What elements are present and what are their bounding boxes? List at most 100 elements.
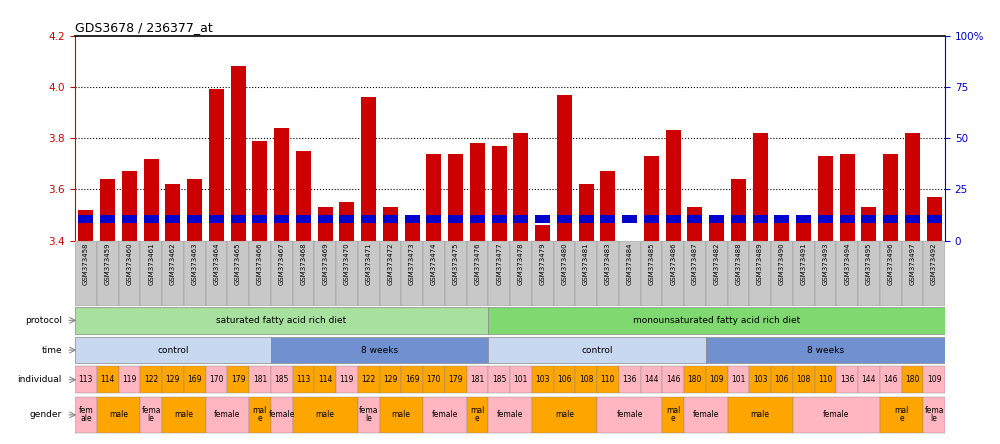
Bar — [445, 241, 466, 305]
Bar — [227, 366, 249, 393]
Text: GSM373488: GSM373488 — [735, 243, 741, 285]
Bar — [731, 179, 746, 241]
Bar — [728, 366, 749, 393]
Text: 180: 180 — [905, 375, 920, 384]
Bar — [296, 215, 311, 223]
Bar — [600, 215, 615, 223]
Bar — [818, 215, 833, 223]
Text: GSM373495: GSM373495 — [866, 243, 872, 285]
Bar — [75, 241, 97, 305]
Bar — [535, 215, 550, 223]
Text: control: control — [581, 345, 613, 355]
Bar — [423, 396, 466, 433]
Bar — [880, 366, 902, 393]
Bar — [644, 156, 659, 241]
Text: mal
e: mal e — [666, 406, 680, 423]
Bar — [318, 207, 333, 241]
Bar — [923, 366, 945, 393]
Text: 122: 122 — [144, 375, 158, 384]
Bar — [206, 396, 249, 433]
Text: 109: 109 — [709, 375, 724, 384]
Bar — [271, 366, 292, 393]
Bar — [383, 207, 398, 241]
Text: fem
ale: fem ale — [78, 406, 93, 423]
Bar — [796, 215, 811, 223]
Text: GSM373465: GSM373465 — [235, 243, 241, 285]
Text: 181: 181 — [253, 375, 267, 384]
Text: GSM373497: GSM373497 — [909, 243, 915, 285]
Text: GSM373472: GSM373472 — [387, 243, 393, 285]
Bar — [684, 396, 728, 433]
Bar — [97, 241, 119, 305]
Text: 185: 185 — [492, 375, 506, 384]
Text: GSM373487: GSM373487 — [692, 243, 698, 285]
Bar — [836, 241, 858, 305]
Bar — [380, 366, 401, 393]
Bar — [361, 97, 376, 241]
Bar — [771, 241, 793, 305]
Bar — [662, 396, 684, 433]
Text: GSM373468: GSM373468 — [300, 243, 306, 285]
Text: male: male — [174, 410, 193, 420]
Bar — [271, 241, 292, 305]
Bar — [684, 241, 706, 305]
Text: 108: 108 — [796, 375, 811, 384]
Bar — [339, 215, 354, 223]
Text: male: male — [751, 410, 770, 420]
Bar — [292, 241, 314, 305]
Bar — [492, 215, 507, 223]
Text: mal
e: mal e — [253, 406, 267, 423]
Bar — [206, 241, 227, 305]
Bar — [709, 218, 724, 241]
Bar — [405, 218, 420, 241]
Bar — [774, 218, 789, 241]
Bar — [597, 366, 619, 393]
Bar — [470, 215, 485, 223]
Bar — [448, 215, 463, 223]
Bar — [249, 366, 271, 393]
Text: 113: 113 — [79, 375, 93, 384]
Text: time: time — [41, 345, 62, 355]
Bar — [78, 215, 93, 223]
Bar — [640, 366, 662, 393]
Text: monounsaturated fatty acid rich diet: monounsaturated fatty acid rich diet — [633, 316, 800, 325]
Bar — [466, 366, 488, 393]
Bar — [622, 241, 637, 254]
Text: female: female — [214, 410, 240, 420]
Bar — [753, 215, 768, 223]
Bar — [122, 171, 137, 241]
Bar — [706, 241, 728, 305]
Bar — [554, 366, 575, 393]
Bar — [488, 366, 510, 393]
Bar — [162, 396, 206, 433]
Bar — [466, 396, 488, 433]
Text: GSM373482: GSM373482 — [714, 243, 720, 285]
Bar — [144, 215, 159, 223]
Text: 169: 169 — [187, 375, 202, 384]
Text: male: male — [392, 410, 411, 420]
Bar — [271, 337, 488, 364]
Bar — [466, 241, 488, 305]
Bar — [292, 366, 314, 393]
Bar — [666, 131, 681, 241]
Text: GSM373471: GSM373471 — [366, 243, 372, 285]
Bar — [927, 197, 942, 241]
Bar — [619, 366, 640, 393]
Text: 136: 136 — [622, 375, 637, 384]
Bar — [814, 366, 836, 393]
Text: GSM373489: GSM373489 — [757, 243, 763, 285]
Text: GSM373467: GSM373467 — [279, 243, 285, 285]
Bar — [927, 215, 942, 223]
Text: GSM373474: GSM373474 — [431, 243, 437, 285]
Bar — [662, 241, 684, 305]
Bar — [575, 366, 597, 393]
Bar — [336, 366, 358, 393]
Text: GSM373473: GSM373473 — [409, 243, 415, 285]
Bar — [687, 215, 702, 223]
Bar — [923, 396, 945, 433]
Text: GSM373493: GSM373493 — [822, 243, 828, 285]
Text: 136: 136 — [840, 375, 854, 384]
Bar — [858, 366, 880, 393]
Text: 146: 146 — [883, 375, 898, 384]
Bar — [774, 215, 789, 223]
